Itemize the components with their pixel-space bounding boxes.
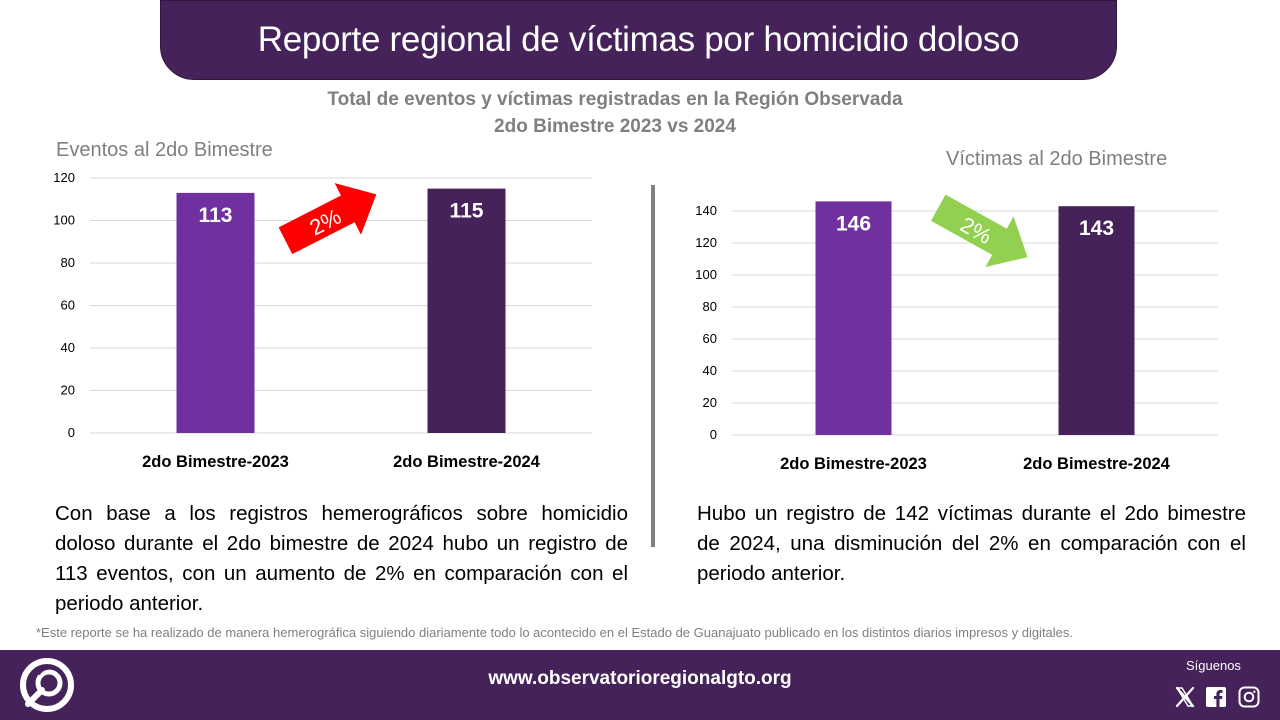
y-tick-label: 40 [703,363,717,378]
y-tick-label: 60 [703,331,717,346]
website-link[interactable]: www.observatorioregionalgto.org [488,668,792,689]
bar-2do-bimestre-2024 [427,188,506,433]
y-tick-label: 20 [61,383,75,398]
y-tick-label: 100 [53,213,75,228]
y-tick-label: 120 [695,235,717,250]
x-category-label: 2do Bimestre-2023 [142,453,289,471]
methodology-note: *Este reporte se ha realizado de manera … [36,625,1074,640]
bar-2do-bimestre-2023 [176,192,255,433]
report-subtitle: Total de eventos y víctimas registradas … [0,86,1230,140]
x-icon[interactable] [1174,686,1196,708]
observatorio-logo-icon [20,658,74,712]
y-tick-label: 80 [61,255,75,270]
y-tick-label: 140 [695,203,717,218]
follow-label: Síguenos [1186,658,1241,673]
bar-value-label: 115 [450,200,484,223]
y-tick-label: 0 [710,427,717,442]
increase-arrow-icon: 2% [278,183,377,255]
header-banner: Reporte regional de víctimas por homicid… [160,0,1117,80]
facebook-icon[interactable] [1205,686,1227,708]
events-bar-chart: 0 20 40 60 80 100 120 113 2do Bimestre-2023 115 2d… [53,170,592,471]
x-category-label: 2do Bimestre-2024 [1023,455,1171,473]
y-tick-label: 60 [61,298,75,313]
decrease-arrow-icon: 2% [930,194,1028,268]
bar-2do-bimestre-2023 [815,201,892,435]
bar-value-label: 143 [1079,217,1114,240]
y-tick-label: 0 [68,425,75,440]
footer-bar: www.observatorioregionalgto.org Síguenos [0,650,1280,720]
change-arrow-shape [930,194,1028,268]
change-arrow-shape [278,183,377,255]
y-tick-label: 40 [61,340,75,355]
y-tick-label: 80 [703,299,717,314]
bar-value-label: 146 [836,212,871,235]
chart-divider [651,185,655,547]
page-title: Reporte regional de víctimas por homicid… [257,20,1020,59]
y-tick-label: 100 [695,267,717,282]
instagram-icon[interactable] [1238,686,1260,708]
events-chart-title: Eventos al 2do Bimestre [56,139,273,161]
x-category-label: 2do Bimestre-2024 [393,453,541,471]
victims-chart-title: Víctimas al 2do Bimestre [946,148,1168,170]
y-tick-label: 120 [53,170,75,185]
y-tick-label: 20 [703,395,717,410]
bar-value-label: 113 [199,204,233,227]
victims-bar-chart: 0 20 40 60 80 100 120 140 146 2do Bimestre-2023 14… [695,194,1218,473]
subtitle-line-1: Total de eventos y víctimas registradas … [327,89,903,110]
bar-2do-bimestre-2024 [1058,206,1135,435]
victims-summary-text: Hubo un registro de 142 víctimas durante… [697,502,1246,585]
subtitle-line-2: 2do Bimestre 2023 vs 2024 [494,116,736,137]
x-category-label: 2do Bimestre-2023 [780,455,927,473]
events-summary-text: Con base a los registros hemerográficos … [55,502,628,615]
